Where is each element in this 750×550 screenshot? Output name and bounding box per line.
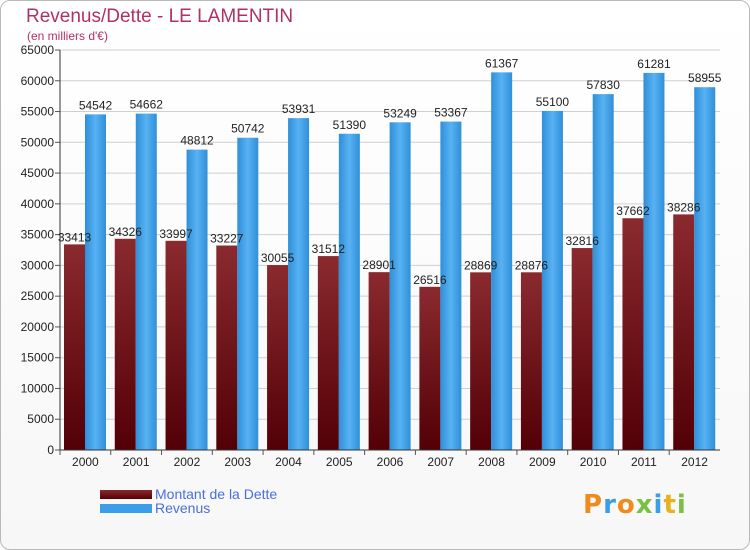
bar-debt-2009	[520, 272, 542, 450]
chart-title: Revenus/Dette - LE LAMENTIN	[26, 6, 294, 27]
label-debt-2010: 32816	[566, 234, 600, 248]
bar-revenue-2010	[592, 94, 614, 450]
y-tick-label: 15000	[21, 351, 55, 365]
legend-item-revenue: Revenus	[100, 500, 211, 516]
label-debt-2002: 33997	[159, 227, 193, 241]
bar-debt-2000	[64, 244, 85, 450]
logo-letter: o	[616, 490, 636, 520]
x-tick-label-2008: 2008	[478, 455, 505, 469]
label-revenue-2008: 61367	[485, 56, 519, 70]
x-tick-label-2006: 2006	[377, 455, 404, 469]
bar-debt-2012	[673, 214, 695, 450]
y-tick-label: 55000	[21, 105, 55, 119]
x-tick-label-2007: 2007	[427, 455, 454, 469]
label-revenue-2005: 51390	[333, 118, 367, 132]
label-debt-2009: 28876	[515, 258, 549, 272]
y-tick-label: 20000	[21, 320, 55, 334]
y-tick-label: 25000	[21, 289, 55, 303]
bar-revenue-2009	[541, 110, 563, 450]
label-debt-2007: 26516	[413, 273, 447, 287]
bar-revenue-2003	[237, 137, 259, 451]
y-tick-label: 0	[47, 443, 54, 457]
bar-revenue-2002	[186, 149, 208, 450]
bar-revenue-2007	[440, 121, 462, 450]
label-revenue-2010: 57830	[587, 78, 621, 92]
y-tick-label: 45000	[21, 166, 55, 180]
logo-letter: t	[663, 490, 677, 520]
legend-item-debt: Montant de la Dette	[100, 486, 278, 502]
bar-debt-2010	[571, 248, 593, 450]
y-tick-label: 40000	[21, 197, 55, 211]
label-debt-2011: 37662	[616, 204, 650, 218]
label-revenue-2004: 53931	[282, 102, 316, 116]
y-tick-label: 60000	[21, 74, 55, 88]
proxiti-logo: Proxiti	[583, 490, 687, 520]
legend-label-revenue: Revenus	[155, 500, 211, 516]
logo-letter: x	[635, 490, 654, 520]
y-tick-label: 10000	[21, 381, 55, 395]
bar-debt-2011	[622, 218, 644, 450]
y-tick-label: 65000	[21, 43, 55, 57]
label-revenue-2009: 55100	[536, 95, 570, 109]
bar-revenue-2012	[694, 87, 716, 450]
x-tick-label-2011: 2011	[631, 455, 657, 469]
bar-revenue-2008	[491, 72, 513, 450]
bar-debt-2004	[267, 265, 289, 450]
label-revenue-2012: 58955	[688, 71, 722, 85]
label-debt-2008: 28869	[464, 258, 498, 272]
x-tick-label-2000: 2000	[72, 455, 99, 469]
bar-debt-2002	[165, 240, 187, 450]
bar-debt-2008	[470, 272, 492, 450]
y-tick-label: 5000	[27, 412, 54, 426]
axes: 0 5000 10000 15000 20000 25000 30000 35000 40000…	[21, 43, 720, 469]
logo-letter: i	[653, 490, 664, 520]
y-tick-label: 35000	[21, 228, 55, 242]
label-revenue-2001: 54662	[130, 98, 164, 112]
label-debt-2012: 38286	[667, 200, 701, 214]
x-tick-label-2004: 2004	[275, 455, 302, 469]
value-labels: 33413 54542 34326 54662 33997 48812 33227 50742…	[58, 56, 722, 286]
bar-revenue-2005	[338, 133, 360, 450]
bars	[64, 72, 716, 451]
bar-debt-2001	[114, 238, 136, 450]
y-tick-label: 50000	[21, 135, 55, 149]
chart-subtitle: (en milliers d'€)	[27, 29, 108, 43]
legend-swatch-debt	[100, 489, 152, 499]
x-tick-label-2012: 2012	[681, 455, 708, 469]
bar-debt-2003	[216, 245, 238, 450]
y-tick-label: 30000	[21, 258, 55, 272]
x-tick-label-2005: 2005	[326, 455, 353, 469]
label-debt-2004: 30055	[261, 251, 295, 265]
bar-revenue-2011	[643, 72, 665, 450]
bar-revenue-2006	[389, 122, 411, 450]
legend-label-debt: Montant de la Dette	[155, 486, 278, 502]
label-revenue-2002: 48812	[180, 134, 214, 148]
logo-letter: i	[676, 490, 687, 520]
x-tick-label-2002: 2002	[174, 455, 201, 469]
x-tick-label-2009: 2009	[529, 455, 556, 469]
bar-debt-2007	[419, 286, 441, 450]
logo-letter: P	[583, 490, 604, 520]
x-tick-label-2010: 2010	[580, 455, 607, 469]
label-revenue-2006: 53249	[383, 106, 417, 120]
legend-swatch-revenue	[100, 503, 152, 513]
bar-revenue-2001	[135, 113, 157, 450]
label-debt-2005: 31512	[312, 242, 346, 256]
label-revenue-2003: 50742	[231, 122, 265, 136]
bar-revenue-2004	[288, 118, 310, 451]
label-debt-2006: 28901	[362, 258, 396, 272]
bar-revenue-2000	[85, 114, 106, 450]
label-debt-2001: 34326	[109, 225, 143, 239]
x-tick-label-2001: 2001	[123, 455, 150, 469]
label-revenue-2000: 54542	[79, 98, 113, 112]
bar-debt-2005	[317, 256, 339, 450]
label-debt-2000: 33413	[58, 230, 92, 244]
logo-letter: r	[603, 490, 617, 520]
label-revenue-2007: 53367	[434, 106, 468, 120]
label-revenue-2011: 61281	[637, 57, 671, 71]
label-debt-2003: 33227	[210, 232, 244, 246]
x-tick-label-2003: 2003	[224, 455, 251, 469]
bar-debt-2006	[368, 272, 390, 450]
